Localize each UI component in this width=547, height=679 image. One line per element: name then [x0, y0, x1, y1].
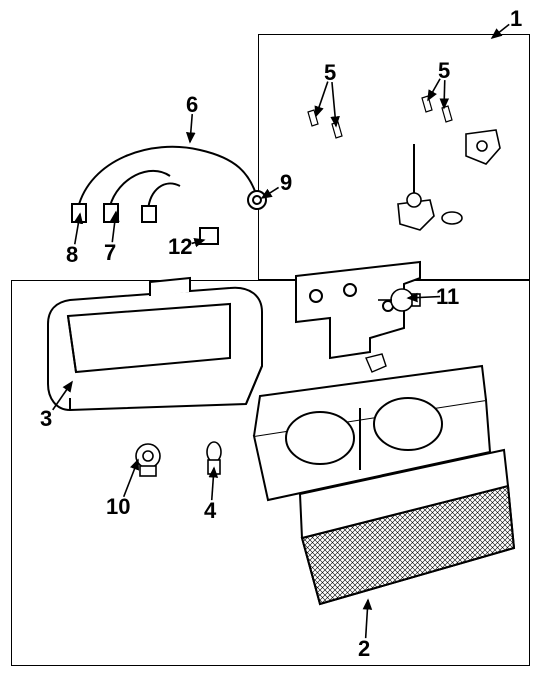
callout-5a: 5	[324, 60, 336, 86]
callout-10: 10	[106, 494, 130, 520]
callout-5b: 5	[438, 58, 450, 84]
part-bulb-socket-lower	[136, 444, 160, 476]
part-clip-back	[466, 130, 500, 164]
part-housing-body	[48, 278, 262, 410]
callout-2: 2	[358, 636, 370, 662]
callout-12: 12	[168, 234, 192, 260]
callout-4: 4	[204, 498, 216, 524]
part-retainer-group	[308, 96, 452, 138]
part-nut-clip	[366, 354, 386, 372]
callout-8: 8	[66, 242, 78, 268]
callout-1: 1	[510, 6, 522, 32]
part-wiring-harness	[72, 147, 266, 244]
callout-9: 9	[280, 170, 292, 196]
callout-3: 3	[40, 406, 52, 432]
callout-6: 6	[186, 92, 198, 118]
callout-7: 7	[104, 240, 116, 266]
diagram-svg	[0, 0, 547, 679]
part-adjuster-top	[398, 144, 462, 230]
callout-11: 11	[436, 284, 459, 310]
